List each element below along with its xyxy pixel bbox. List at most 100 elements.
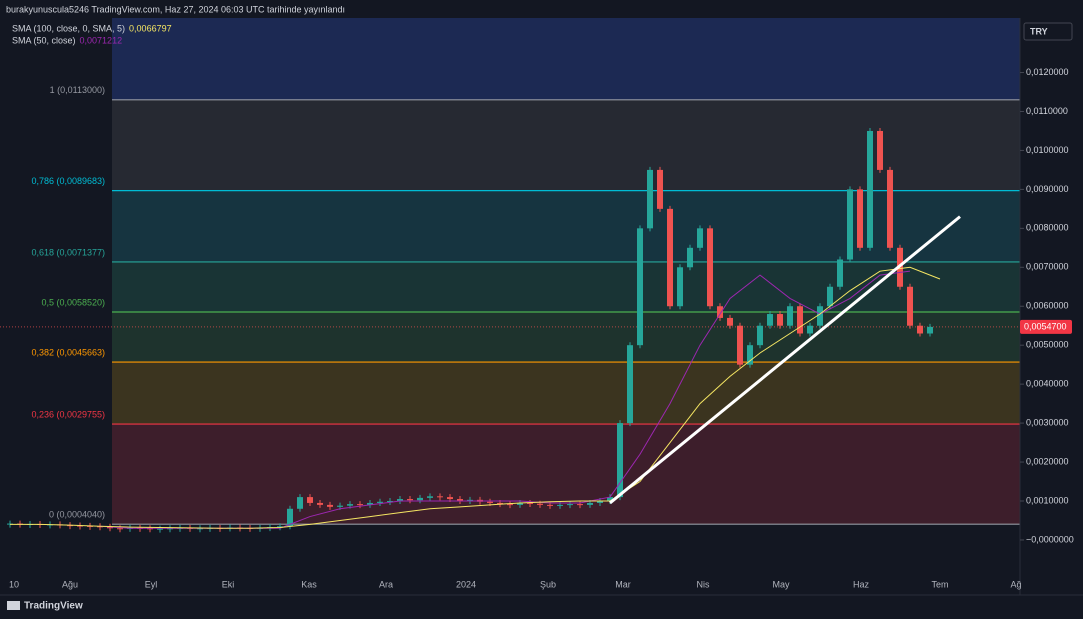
y-tick-label: 0,0040000 bbox=[1026, 379, 1069, 389]
candle bbox=[437, 496, 443, 498]
y-tick-label: 0,0090000 bbox=[1026, 184, 1069, 194]
fib-label: 0,5 (0,0058520) bbox=[41, 297, 105, 307]
time-label: Kas bbox=[301, 579, 317, 589]
candle bbox=[587, 502, 593, 505]
candle bbox=[467, 499, 473, 501]
candle bbox=[837, 259, 843, 287]
candle bbox=[907, 286, 913, 326]
candle bbox=[677, 267, 683, 307]
candle bbox=[327, 504, 333, 507]
candle bbox=[757, 325, 763, 346]
candle bbox=[117, 528, 123, 530]
candle bbox=[687, 247, 693, 268]
fib-label: 0,236 (0,0029755) bbox=[31, 409, 105, 419]
sma100-line bbox=[10, 266, 941, 529]
fib-label: 0,618 (0,0071377) bbox=[31, 247, 105, 257]
candle bbox=[877, 130, 883, 170]
candle bbox=[107, 526, 113, 529]
fib-label: 0 (0,0004040) bbox=[49, 510, 105, 520]
candle bbox=[277, 526, 283, 528]
price-tag-label: 0,0054700 bbox=[1024, 321, 1067, 331]
trendline bbox=[609, 215, 961, 505]
candle bbox=[397, 499, 403, 501]
candle bbox=[487, 501, 493, 503]
y-tick-label: 0,0080000 bbox=[1026, 223, 1069, 233]
candle bbox=[727, 317, 733, 326]
y-tick-label: −0,0000000 bbox=[1026, 534, 1074, 544]
candle bbox=[647, 169, 653, 229]
time-label: Haz bbox=[853, 579, 870, 589]
indicator-name: SMA (50, close) bbox=[12, 35, 76, 45]
fib-zone bbox=[112, 18, 1020, 100]
candle bbox=[387, 500, 393, 502]
fib-zone bbox=[112, 424, 1020, 525]
y-tick-label: 0,0010000 bbox=[1026, 495, 1069, 505]
indicator-value: 0,0071212 bbox=[80, 35, 123, 45]
candle bbox=[577, 504, 583, 506]
candle bbox=[817, 306, 823, 326]
brand[interactable]: TradingView bbox=[24, 601, 83, 612]
candle bbox=[617, 423, 623, 498]
candle bbox=[427, 496, 433, 498]
candle bbox=[917, 325, 923, 334]
candle bbox=[847, 189, 853, 260]
y-tick-label: 0,0100000 bbox=[1026, 145, 1069, 155]
candle bbox=[667, 208, 673, 307]
candle bbox=[767, 314, 773, 326]
y-tick-label: 0,0050000 bbox=[1026, 340, 1069, 350]
candle bbox=[887, 169, 893, 248]
candle bbox=[857, 189, 863, 248]
logo-icon[interactable] bbox=[7, 601, 20, 610]
candle bbox=[297, 497, 303, 509]
candle bbox=[447, 497, 453, 500]
header: burakyunuscula5246 TradingView.com, Haz … bbox=[6, 4, 345, 14]
candle bbox=[797, 306, 803, 334]
candle bbox=[627, 345, 633, 424]
y-tick-label: 0,0110000 bbox=[1026, 106, 1068, 116]
candle bbox=[807, 325, 813, 334]
currency[interactable]: TRY bbox=[1030, 26, 1048, 36]
candle bbox=[607, 497, 613, 501]
y-tick-label: 0,0070000 bbox=[1026, 262, 1069, 272]
y-tick-label: 0,0120000 bbox=[1026, 67, 1069, 77]
candle bbox=[547, 504, 553, 506]
candle bbox=[307, 497, 313, 503]
candle bbox=[317, 502, 323, 505]
candle bbox=[507, 504, 513, 506]
candle bbox=[557, 504, 563, 506]
time-label: Eki bbox=[222, 579, 235, 589]
candle bbox=[737, 325, 743, 365]
candle bbox=[787, 306, 793, 326]
fib-zone bbox=[112, 190, 1020, 262]
candle bbox=[517, 502, 523, 505]
y-tick-label: 0,0030000 bbox=[1026, 417, 1069, 427]
candle bbox=[707, 228, 713, 307]
candle bbox=[597, 500, 603, 503]
fib-zone bbox=[112, 362, 1020, 425]
price-tag bbox=[1020, 319, 1072, 334]
candle bbox=[637, 228, 643, 346]
candle bbox=[827, 286, 833, 307]
candle bbox=[867, 130, 873, 248]
candle bbox=[357, 504, 363, 506]
candle bbox=[337, 505, 343, 507]
time-label: Ağ bbox=[1010, 579, 1021, 589]
candle bbox=[747, 345, 753, 365]
time-label: Nis bbox=[697, 579, 710, 589]
time-label: 2024 bbox=[456, 579, 476, 589]
time-label: Ağu bbox=[62, 579, 78, 589]
candle bbox=[527, 502, 533, 504]
y-tick-label: 0,0060000 bbox=[1026, 301, 1069, 311]
candle bbox=[367, 502, 373, 505]
time-label: Ara bbox=[379, 579, 393, 589]
candle bbox=[697, 228, 703, 248]
time-label: Mar bbox=[615, 579, 631, 589]
candle bbox=[457, 499, 463, 501]
candle bbox=[497, 502, 503, 505]
candle bbox=[407, 499, 413, 501]
fib-zone bbox=[112, 261, 1020, 313]
currency-box[interactable] bbox=[1023, 22, 1073, 41]
fib-label: 0,382 (0,0045663) bbox=[31, 347, 105, 357]
candle bbox=[377, 501, 383, 503]
candle bbox=[927, 326, 933, 334]
